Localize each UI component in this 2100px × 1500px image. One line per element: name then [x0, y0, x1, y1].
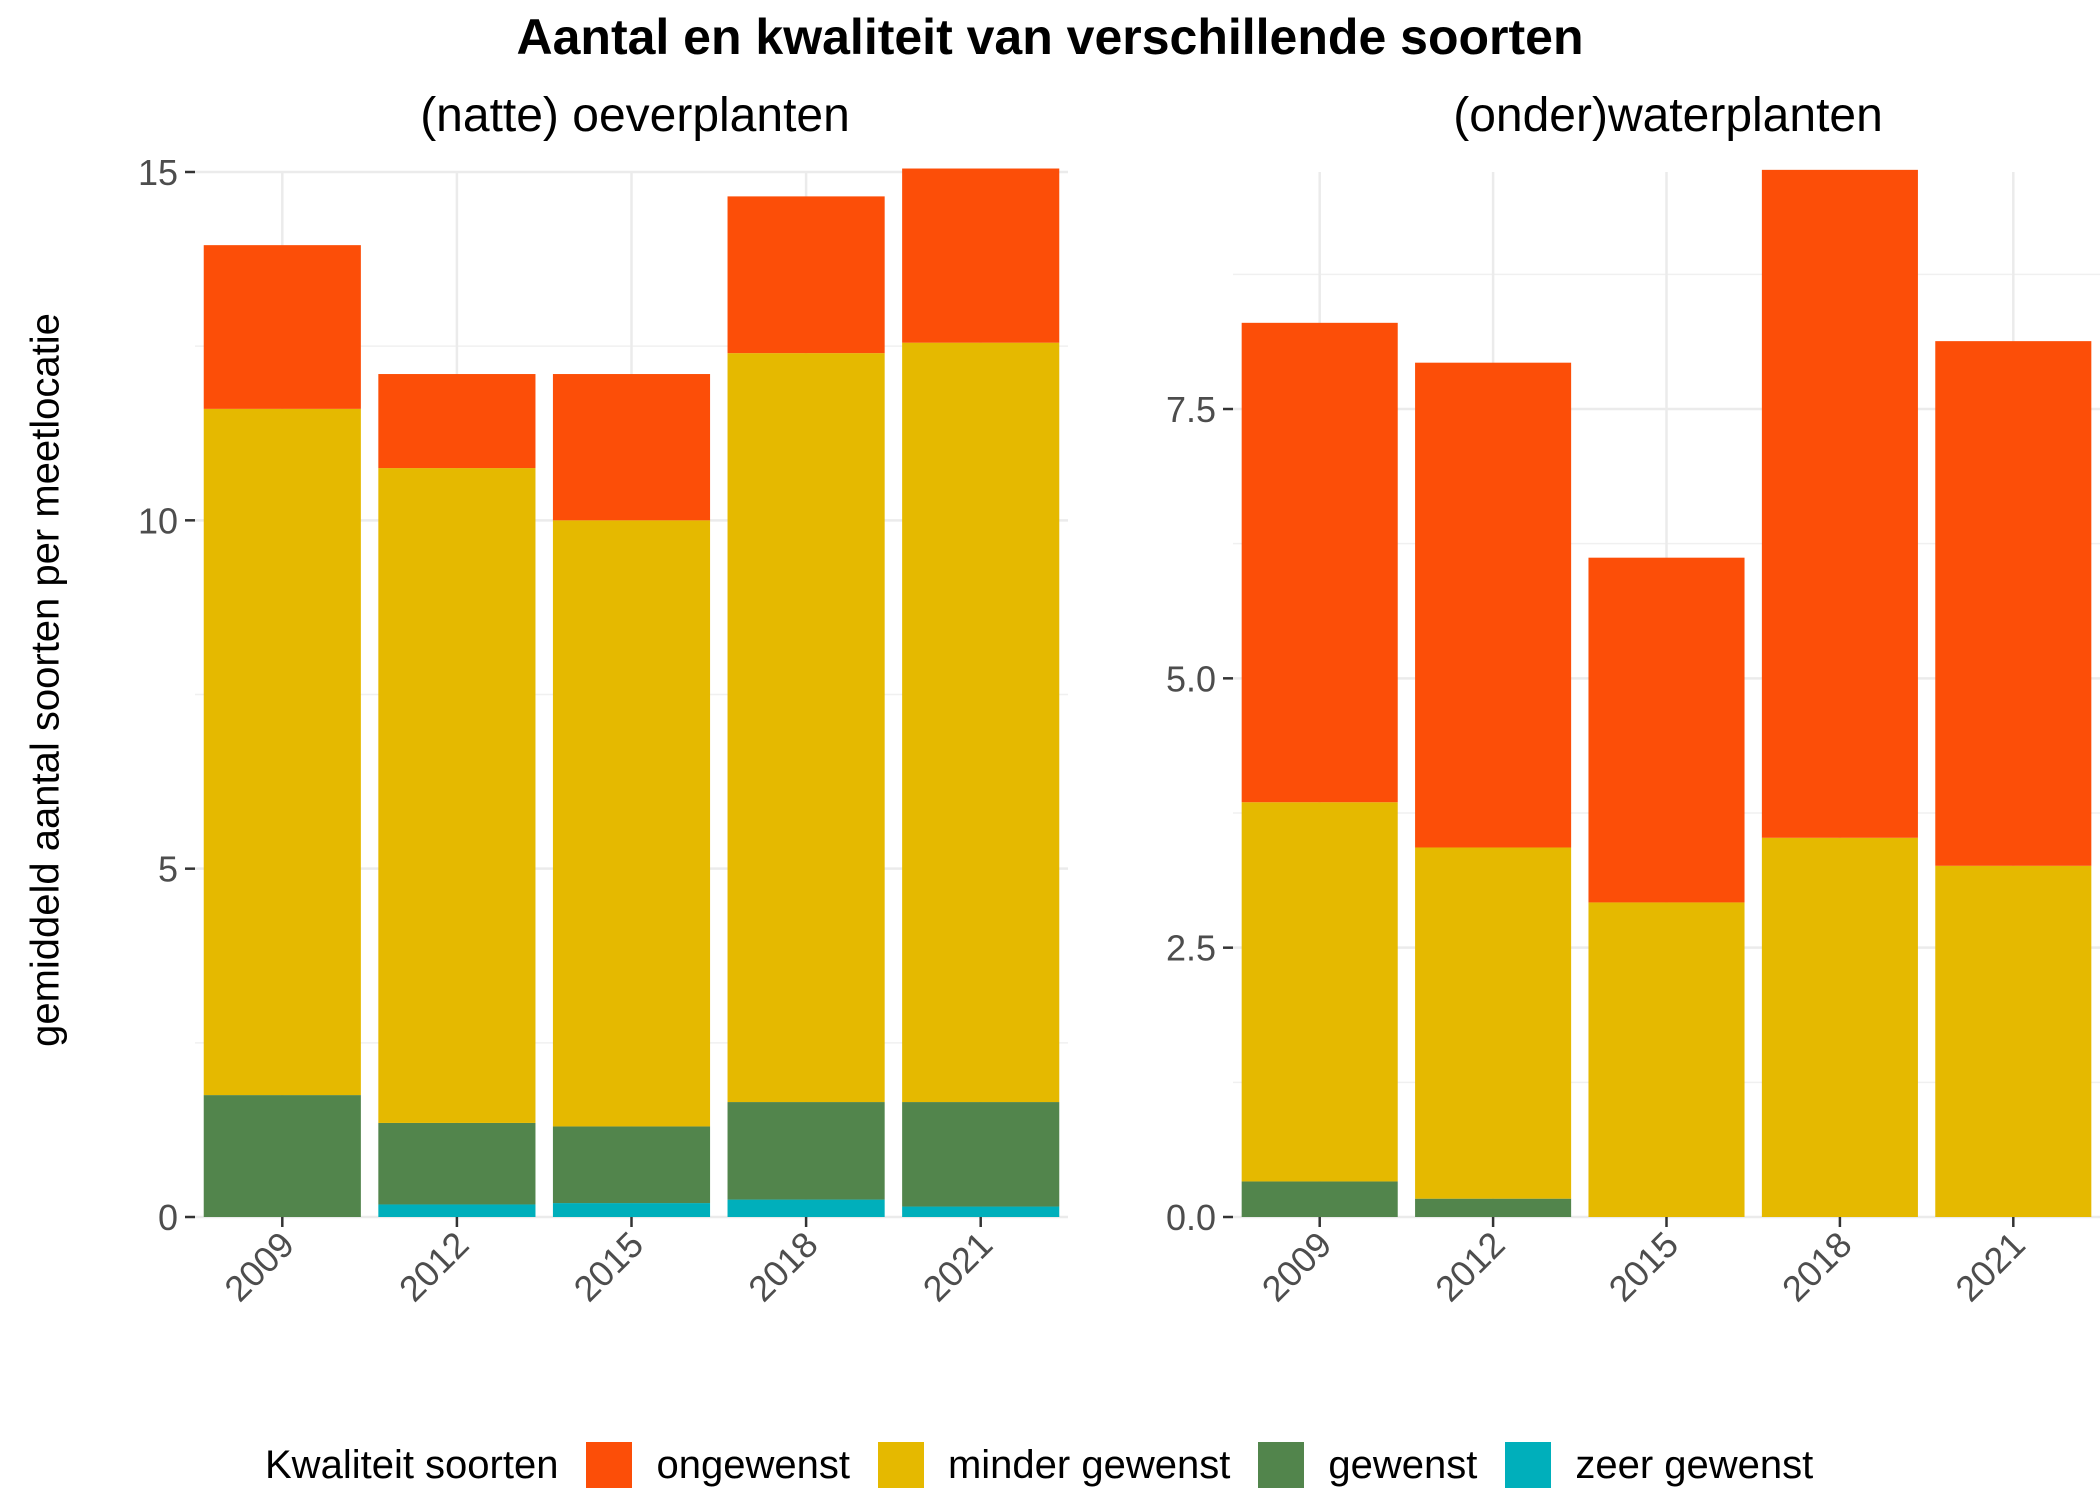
panel-2-xtick-label-3: 2018	[1774, 1224, 1860, 1310]
panel-1-ytick-label-2: 10	[138, 500, 178, 541]
legend-swatch-zeer-gewenst	[1505, 1442, 1552, 1488]
panel-1-bar-2015-ongewenst	[552, 374, 711, 521]
panel-1-subtitle: (natte) oeverplanten	[420, 89, 850, 142]
panel-1-bar-2012-zeer-gewenst	[378, 1204, 536, 1217]
legend-item-gewenst: gewenst	[1258, 1442, 1477, 1488]
panel-1-bar-2012-minder-gewenst	[378, 468, 536, 1123]
panel-2-bar-2009-minder-gewenst	[1241, 802, 1398, 1182]
panel-2-ytick-label-2: 5.0	[1166, 658, 1216, 699]
panel-2-bar-2021-minder-gewenst	[1935, 865, 2092, 1217]
panel-2-xtick-label-2: 2015	[1601, 1224, 1687, 1310]
panel-2-bar-2021-ongewenst	[1935, 341, 2092, 866]
legend-label-minder-gewenst: minder gewenst	[947, 1442, 1231, 1487]
panel-1-bar-2021-ongewenst	[902, 168, 1060, 343]
legend-item-zeer-gewenst: zeer gewenst	[1505, 1442, 1813, 1488]
legend-item-ongewenst: ongewenst	[586, 1442, 850, 1488]
panel-2-ytick-label-0: 0.0	[1166, 1197, 1216, 1238]
panel-2-subtitle: (onder)waterplanten	[1453, 89, 1883, 142]
panel-1-xtick-label-0: 2009	[216, 1224, 302, 1310]
panel-1-ytick-label-1: 5	[158, 849, 178, 890]
panel-1-bar-2012-ongewenst	[378, 374, 536, 469]
legend-swatch-ongewenst	[586, 1442, 633, 1488]
panel-2-bar-2018-minder-gewenst	[1761, 837, 1918, 1217]
legend-label-ongewenst: ongewenst	[656, 1442, 850, 1487]
panel-1-xtick-label-2: 2015	[566, 1224, 652, 1310]
legend-swatch-minder-gewenst	[877, 1442, 924, 1488]
panel-1-bar-2009-gewenst	[203, 1095, 361, 1217]
panel-1-bar-2015-zeer-gewenst	[552, 1203, 711, 1217]
panel-1-bar-2009-minder-gewenst	[203, 408, 361, 1096]
panel-1-bar-2018-zeer-gewenst	[727, 1199, 885, 1217]
panel-2-bar-2009-ongewenst	[1241, 322, 1398, 803]
panel-1-xtick-label-1: 2012	[391, 1224, 477, 1310]
panel-2-bar-2012-ongewenst	[1415, 362, 1572, 848]
panel-1-bar-2009-ongewenst	[203, 245, 361, 409]
legend-title: Kwaliteit soorten	[265, 1442, 559, 1487]
panel-2-bar-2018-ongewenst	[1761, 169, 1918, 838]
panel-1-ytick-label-3: 15	[138, 152, 178, 193]
panel-1-xtick-label-3: 2018	[740, 1224, 826, 1310]
panel-1-bar-2018-ongewenst	[727, 196, 885, 354]
panel-1-bar-2015-minder-gewenst	[552, 520, 711, 1127]
panel-2-xtick-label-4: 2021	[1947, 1224, 2033, 1310]
panel-2-ytick-label-1: 2.5	[1166, 928, 1216, 969]
panel-2-bar-2012-gewenst	[1415, 1198, 1572, 1217]
panel-1-bar-2015-gewenst	[552, 1126, 711, 1204]
panel-2-xtick-label-0: 2009	[1254, 1224, 1340, 1310]
panel-1-bar-2021-minder-gewenst	[902, 342, 1060, 1103]
panel-1-ytick-label-0: 0	[158, 1197, 178, 1238]
panel-1-bar-2021-gewenst	[902, 1102, 1060, 1207]
legend-label-gewenst: gewenst	[1328, 1442, 1478, 1487]
chart-title: Aantal en kwaliteit van verschillende so…	[516, 9, 1584, 65]
panel-1-bar-2021-zeer-gewenst	[902, 1206, 1060, 1217]
panel-1-bar-2018-minder-gewenst	[727, 353, 885, 1103]
panel-2-bar-2009-gewenst	[1241, 1181, 1398, 1217]
legend: Kwaliteit soorten ongewenst minder gewen…	[265, 1430, 1841, 1500]
panel-1-bar-2012-gewenst	[378, 1122, 536, 1205]
panel-1-bar-2018-gewenst	[727, 1102, 885, 1200]
panel-2-bar-2015-ongewenst	[1588, 557, 1745, 903]
panel-2-xtick-label-1: 2012	[1427, 1224, 1513, 1310]
panel-2-bar-2012-minder-gewenst	[1415, 847, 1572, 1199]
legend-item-minder-gewenst: minder gewenst	[877, 1442, 1231, 1488]
panel-2-bar-2015-minder-gewenst	[1588, 902, 1745, 1217]
panel-2-ytick-label-3: 7.5	[1166, 389, 1216, 430]
legend-swatch-gewenst	[1258, 1442, 1305, 1488]
panel-1-xtick-label-4: 2021	[915, 1224, 1001, 1310]
legend-label-zeer-gewenst: zeer gewenst	[1575, 1442, 1814, 1487]
